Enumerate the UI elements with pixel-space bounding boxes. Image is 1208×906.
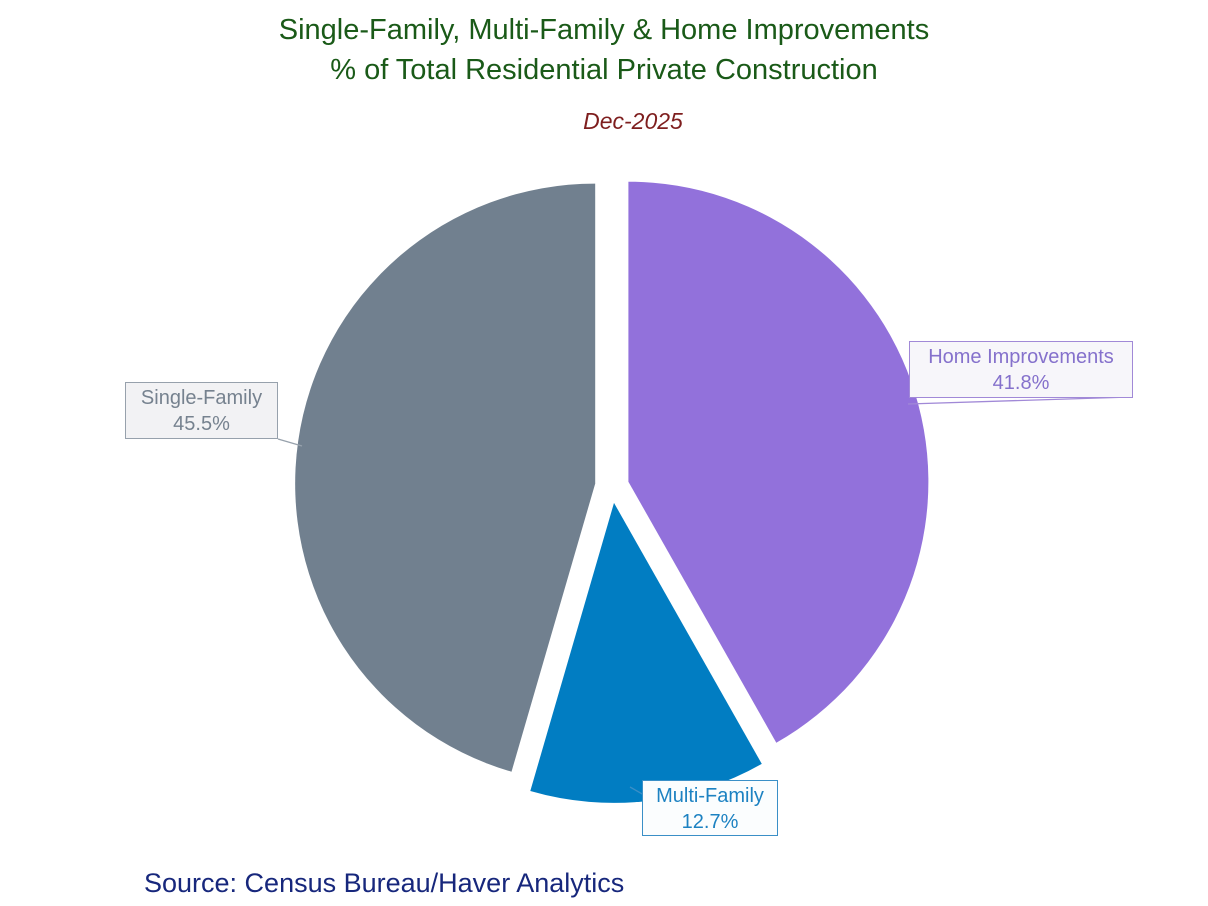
- chart-date-label: Dec-2025: [583, 108, 683, 134]
- leader-line-multi-family: [629, 786, 645, 796]
- chart-title-line2: % of Total Residential Private Construct…: [330, 54, 878, 86]
- callout-label: Home Improvements: [928, 346, 1114, 368]
- pie-slice-multi-family: [530, 502, 762, 803]
- callout-label: Single-Family: [140, 387, 263, 409]
- pie-slice-home-improvements: [628, 181, 929, 743]
- source-note: Source: Census Bureau/Haver Analytics: [144, 868, 625, 898]
- callout-value: 12.7%: [681, 811, 739, 833]
- callout-value: 41.8%: [992, 372, 1050, 394]
- callout-label: Multi-Family: [656, 785, 764, 807]
- callout-value: 45.5%: [173, 413, 230, 435]
- callout-home-improvements: Home Improvements 41.8%: [909, 341, 1133, 398]
- chart-title: Single-Family, Multi-Family & Home Impro…: [0, 10, 1208, 90]
- leader-line-home-improvements: [907, 396, 1132, 405]
- callout-single-family: Single-Family 45.5%: [125, 382, 278, 439]
- callout-multi-family: Multi-Family 12.7%: [642, 780, 778, 836]
- leader-line-single-family: [277, 438, 303, 447]
- pie-slice-single-family: [295, 183, 596, 772]
- chart-title-line1: Single-Family, Multi-Family & Home Impro…: [278, 14, 930, 46]
